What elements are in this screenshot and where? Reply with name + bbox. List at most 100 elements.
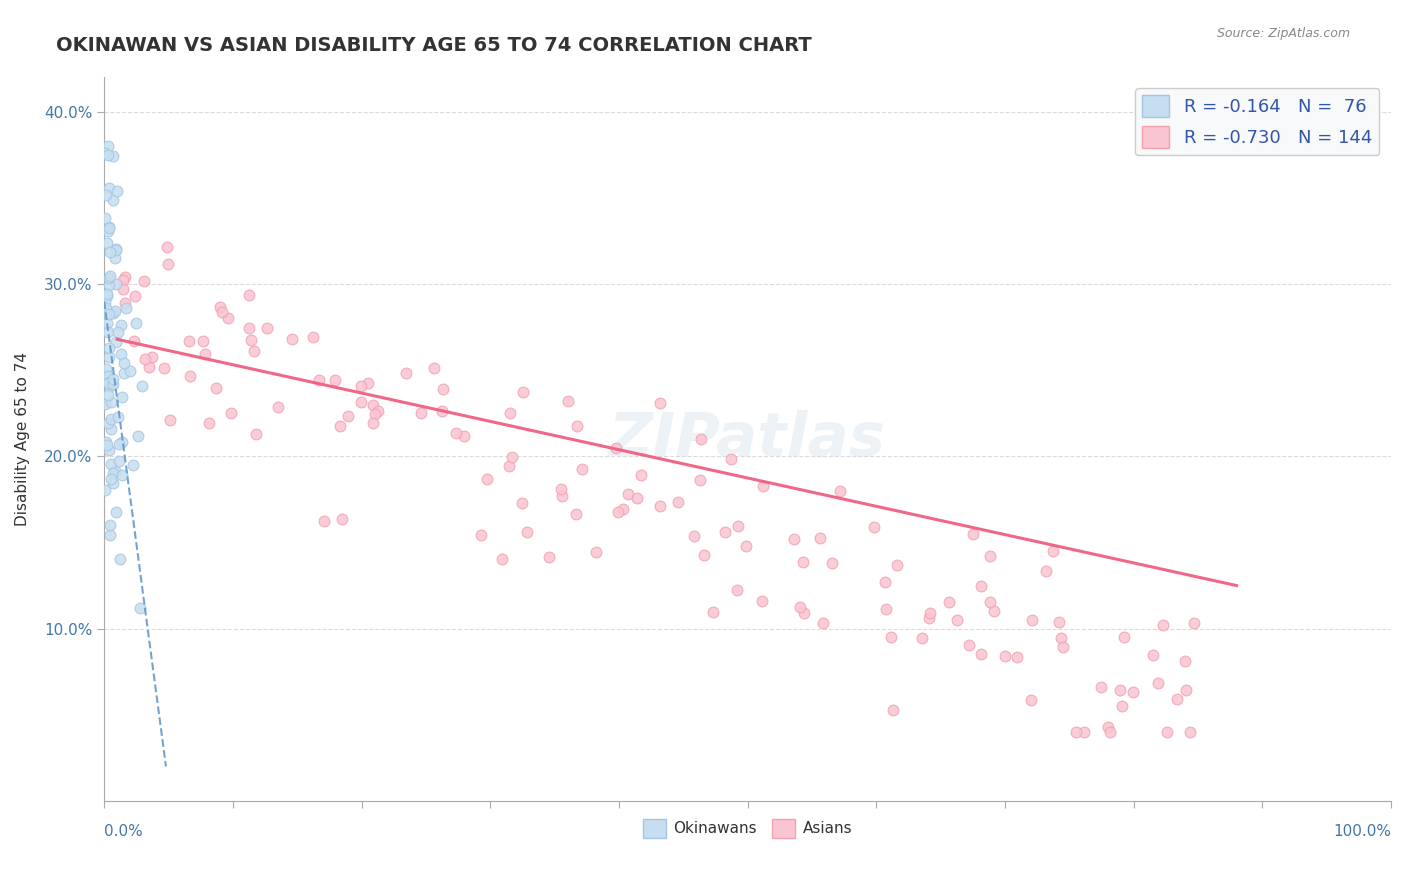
Point — [112, 282, 135, 296]
Point — [752, 479, 775, 493]
Point — [470, 528, 492, 542]
Point — [882, 703, 904, 717]
Point — [152, 361, 174, 376]
Point — [124, 289, 146, 303]
Y-axis label: Disability Age 65 to 74: Disability Age 65 to 74 — [15, 352, 30, 526]
Point — [792, 555, 814, 569]
Point — [498, 458, 520, 473]
Point — [1147, 675, 1170, 690]
Point — [979, 549, 1001, 563]
Point — [689, 432, 711, 446]
Point — [105, 184, 128, 198]
Point — [1073, 725, 1095, 739]
Point — [1097, 720, 1119, 734]
Point — [692, 548, 714, 562]
Point — [361, 398, 384, 412]
Point — [97, 180, 120, 194]
Point — [350, 379, 373, 393]
Point — [97, 416, 120, 430]
Point — [1042, 544, 1064, 558]
Point — [1019, 693, 1042, 707]
Point — [115, 301, 138, 316]
Point — [409, 406, 432, 420]
Point — [141, 350, 163, 364]
Point — [111, 434, 134, 449]
Point — [308, 373, 330, 387]
Point — [104, 251, 127, 265]
Point — [337, 409, 360, 423]
Point — [138, 360, 160, 375]
Point — [911, 631, 934, 645]
Point — [211, 305, 233, 319]
Point — [516, 524, 538, 539]
Point — [94, 301, 117, 315]
Point — [357, 376, 380, 390]
Point — [111, 390, 134, 404]
Point — [96, 286, 118, 301]
Point — [256, 320, 278, 334]
Point — [98, 379, 121, 393]
Text: 0.0%: 0.0% — [104, 824, 143, 839]
Point — [125, 317, 148, 331]
Point — [98, 269, 121, 284]
Point — [713, 524, 735, 539]
Point — [114, 269, 136, 284]
Point — [94, 397, 117, 411]
Point — [873, 574, 896, 589]
Point — [97, 368, 120, 383]
Point — [1114, 630, 1136, 644]
Point — [97, 148, 120, 162]
Point — [648, 499, 671, 513]
Point — [983, 604, 1005, 618]
Point — [1066, 725, 1088, 739]
Point — [821, 556, 844, 570]
Point — [100, 458, 122, 472]
Point — [585, 545, 607, 559]
Point — [179, 334, 201, 348]
Point — [350, 395, 373, 409]
Point — [104, 303, 127, 318]
Point — [112, 366, 135, 380]
Point — [783, 532, 806, 546]
Point — [134, 274, 156, 288]
Point — [98, 528, 121, 542]
Point — [666, 495, 689, 509]
Text: Source: ZipAtlas.com: Source: ZipAtlas.com — [1216, 27, 1350, 40]
Point — [101, 466, 124, 480]
Point — [962, 526, 984, 541]
Point — [131, 379, 153, 393]
Point — [101, 377, 124, 392]
Point — [110, 467, 132, 482]
Point — [101, 193, 124, 207]
Point — [98, 244, 121, 259]
Point — [94, 211, 117, 226]
Point — [751, 594, 773, 608]
Point — [98, 341, 121, 355]
Point — [98, 442, 121, 457]
Point — [475, 472, 498, 486]
Point — [101, 306, 124, 320]
Point — [98, 220, 121, 235]
Point — [512, 384, 534, 399]
Point — [612, 502, 634, 516]
Point — [98, 375, 121, 389]
Point — [245, 427, 267, 442]
Point — [97, 139, 120, 153]
Point — [112, 356, 135, 370]
Point — [367, 403, 389, 417]
Point — [1090, 681, 1112, 695]
Point — [103, 149, 125, 163]
Point — [209, 301, 232, 315]
Point — [630, 468, 652, 483]
Point — [501, 450, 523, 464]
Point — [94, 483, 117, 498]
Point — [121, 458, 143, 472]
Point — [128, 601, 150, 615]
Point — [1152, 617, 1174, 632]
Point — [607, 505, 630, 519]
Point — [157, 256, 180, 270]
Point — [94, 435, 117, 450]
Point — [120, 364, 142, 378]
Point — [938, 595, 960, 609]
Point — [96, 289, 118, 303]
